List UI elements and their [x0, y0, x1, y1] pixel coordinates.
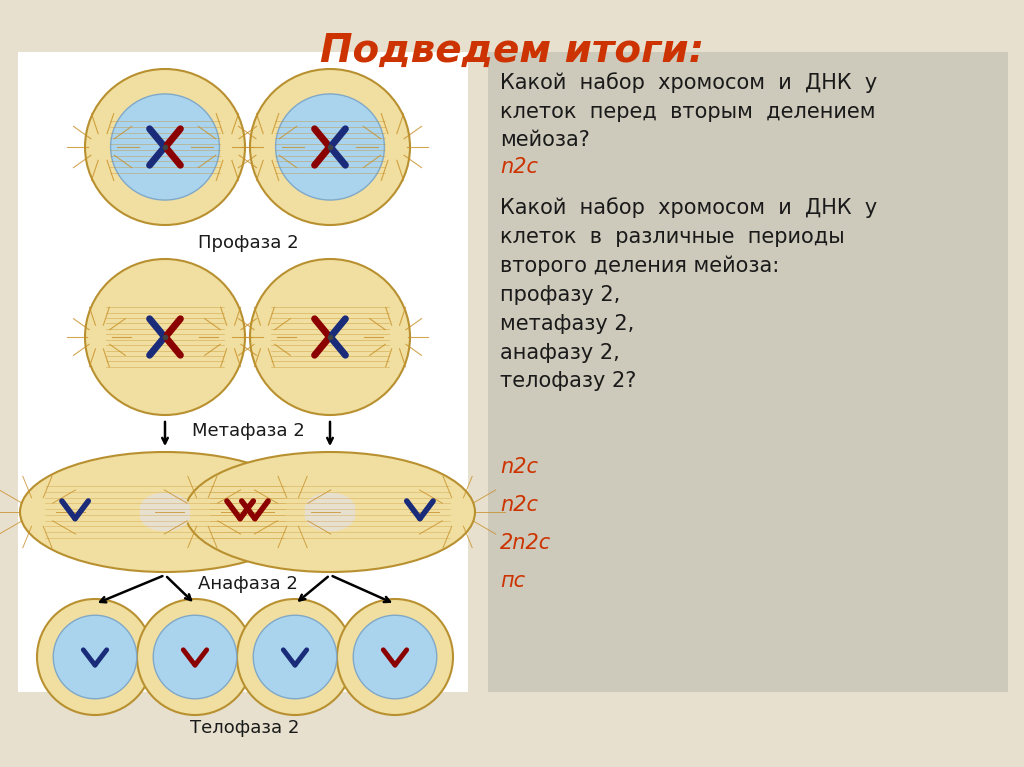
Ellipse shape — [154, 615, 237, 699]
Text: n2с: n2с — [500, 157, 538, 177]
Ellipse shape — [53, 615, 137, 699]
Ellipse shape — [137, 599, 253, 715]
Text: пс: пс — [500, 571, 525, 591]
Ellipse shape — [20, 452, 310, 572]
Ellipse shape — [253, 615, 337, 699]
Ellipse shape — [337, 599, 453, 715]
Text: Какой  набор  хромосом  и  ДНК  у
клеток  в  различные  периоды
второго деления : Какой набор хромосом и ДНК у клеток в ра… — [500, 197, 878, 391]
Ellipse shape — [139, 492, 190, 525]
Ellipse shape — [237, 599, 353, 715]
Ellipse shape — [37, 599, 153, 715]
Ellipse shape — [275, 94, 384, 200]
Text: Профаза 2: Профаза 2 — [198, 234, 298, 252]
Text: Подведем итоги:: Подведем итоги: — [319, 32, 705, 70]
Text: n2с: n2с — [500, 457, 538, 477]
Text: n2с: n2с — [500, 495, 538, 515]
Text: Метафаза 2: Метафаза 2 — [191, 422, 304, 440]
Text: 2n2с: 2n2с — [500, 533, 551, 553]
Ellipse shape — [139, 499, 190, 532]
Ellipse shape — [250, 259, 410, 415]
FancyBboxPatch shape — [488, 52, 1008, 692]
Ellipse shape — [85, 259, 245, 415]
Ellipse shape — [304, 492, 355, 525]
Ellipse shape — [111, 94, 219, 200]
Ellipse shape — [250, 69, 410, 225]
Text: Какой  набор  хромосом  и  ДНК  у
клеток  перед  вторым  делением
мейоза?: Какой набор хромосом и ДНК у клеток пере… — [500, 72, 878, 150]
Text: Анафаза 2: Анафаза 2 — [198, 575, 298, 593]
FancyBboxPatch shape — [18, 52, 468, 692]
Ellipse shape — [353, 615, 437, 699]
Ellipse shape — [304, 499, 355, 532]
Ellipse shape — [185, 452, 475, 572]
Text: Телофаза 2: Телофаза 2 — [190, 719, 300, 737]
Ellipse shape — [85, 69, 245, 225]
